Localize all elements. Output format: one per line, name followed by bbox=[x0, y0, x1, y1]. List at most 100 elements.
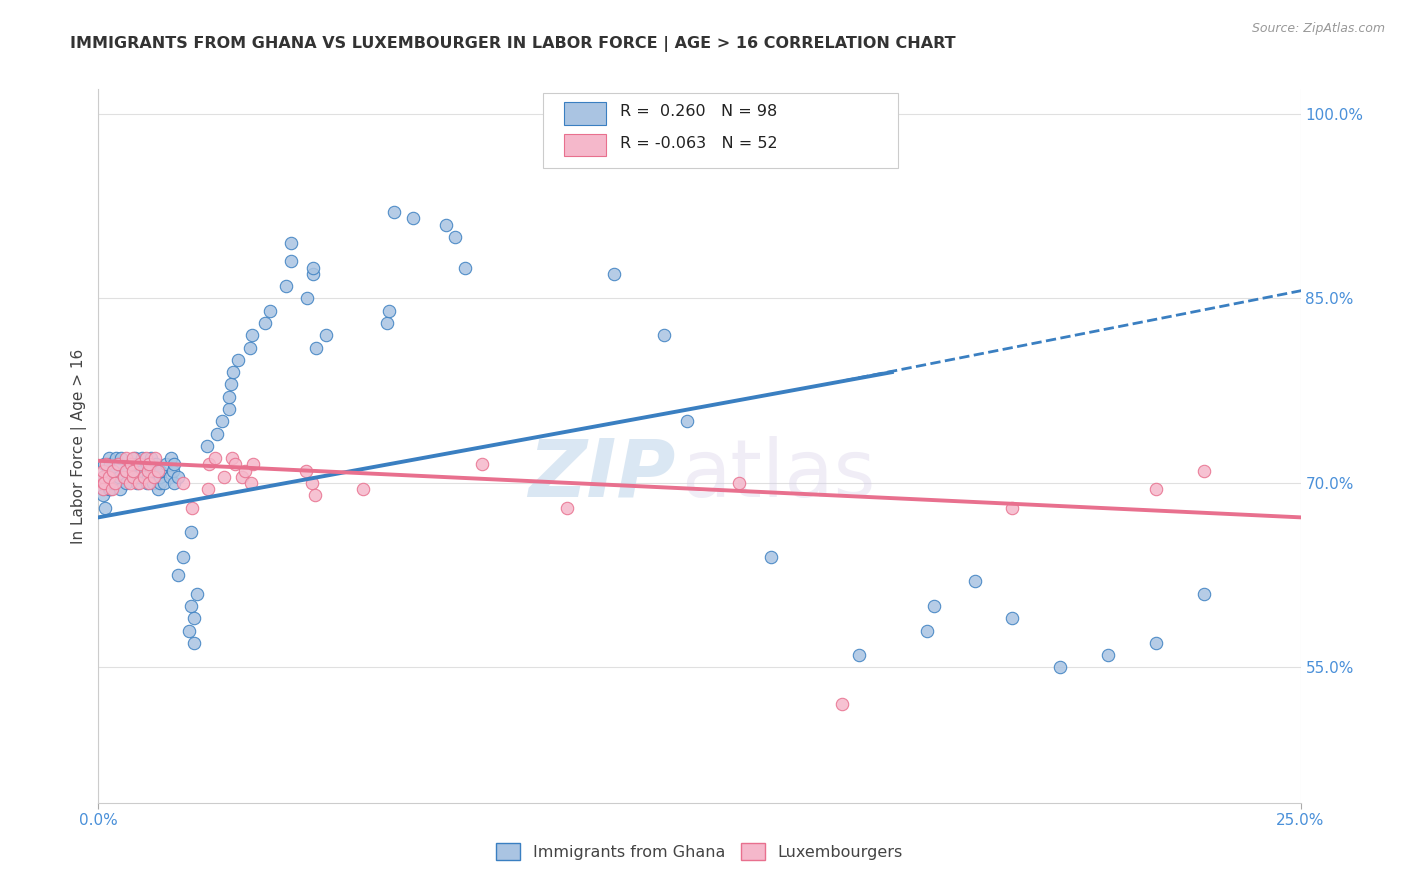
Point bbox=[97, 464, 120, 478]
Point bbox=[242, 458, 264, 472]
Point bbox=[280, 235, 302, 250]
Point bbox=[253, 316, 276, 330]
Point bbox=[915, 624, 938, 638]
Point bbox=[146, 464, 169, 478]
Point bbox=[139, 464, 162, 478]
Point bbox=[239, 475, 262, 490]
Point bbox=[136, 469, 159, 483]
Point bbox=[231, 469, 253, 483]
Point bbox=[177, 624, 200, 638]
Point bbox=[676, 414, 699, 428]
Point bbox=[149, 464, 172, 478]
Point bbox=[143, 451, 166, 466]
Point bbox=[212, 469, 235, 483]
Point bbox=[963, 574, 986, 589]
Text: R =  0.260   N = 98: R = 0.260 N = 98 bbox=[620, 104, 778, 120]
Point bbox=[183, 611, 205, 625]
Point bbox=[97, 469, 120, 483]
Point bbox=[183, 636, 205, 650]
Point bbox=[1194, 587, 1216, 601]
Text: R = -0.063   N = 52: R = -0.063 N = 52 bbox=[620, 136, 778, 151]
Point bbox=[96, 475, 118, 490]
Point bbox=[131, 464, 153, 478]
Point bbox=[434, 218, 457, 232]
Point bbox=[218, 390, 240, 404]
Point bbox=[297, 291, 319, 305]
Point bbox=[198, 458, 221, 472]
Point bbox=[104, 451, 127, 466]
Point bbox=[304, 488, 326, 502]
Point bbox=[180, 599, 202, 613]
Point bbox=[91, 464, 114, 478]
Point bbox=[91, 482, 114, 496]
Point bbox=[152, 475, 174, 490]
Point bbox=[127, 458, 149, 472]
Point bbox=[226, 352, 249, 367]
Point bbox=[122, 464, 145, 478]
Point bbox=[104, 475, 127, 490]
Point bbox=[127, 475, 149, 490]
Point bbox=[1144, 482, 1167, 496]
Point bbox=[98, 469, 121, 483]
Point bbox=[1097, 648, 1119, 662]
Point bbox=[922, 599, 945, 613]
Point bbox=[167, 469, 190, 483]
Point bbox=[110, 482, 132, 496]
Point bbox=[454, 260, 477, 275]
Point bbox=[402, 211, 425, 226]
Point bbox=[122, 451, 145, 466]
Point bbox=[848, 648, 870, 662]
Text: Source: ZipAtlas.com: Source: ZipAtlas.com bbox=[1251, 22, 1385, 36]
Text: ZIP: ZIP bbox=[529, 435, 675, 514]
Point bbox=[295, 464, 318, 478]
Point bbox=[728, 475, 751, 490]
Point bbox=[121, 458, 143, 472]
Point bbox=[124, 464, 146, 478]
Point bbox=[127, 469, 149, 483]
Point bbox=[91, 475, 114, 490]
Point bbox=[134, 469, 156, 483]
Point bbox=[382, 205, 405, 219]
Point bbox=[186, 587, 208, 601]
Point bbox=[155, 458, 177, 472]
Point bbox=[603, 267, 626, 281]
Point bbox=[138, 475, 160, 490]
Point bbox=[100, 475, 122, 490]
Point bbox=[112, 469, 135, 483]
Point bbox=[128, 475, 150, 490]
Point bbox=[91, 475, 114, 490]
Point bbox=[122, 469, 145, 483]
Point bbox=[115, 475, 138, 490]
Point bbox=[94, 458, 117, 472]
Point bbox=[91, 469, 114, 483]
Point bbox=[352, 482, 374, 496]
Point bbox=[103, 464, 125, 478]
Y-axis label: In Labor Force | Age > 16: In Labor Force | Age > 16 bbox=[72, 349, 87, 543]
Point bbox=[101, 482, 124, 496]
Point bbox=[239, 341, 262, 355]
Point bbox=[557, 500, 579, 515]
Point bbox=[115, 464, 138, 478]
Point bbox=[222, 365, 245, 379]
Point bbox=[135, 458, 157, 472]
Point bbox=[197, 482, 219, 496]
Point bbox=[443, 230, 465, 244]
Point bbox=[1049, 660, 1071, 674]
Point bbox=[759, 549, 782, 564]
Point bbox=[162, 475, 184, 490]
Point bbox=[131, 451, 153, 466]
Point bbox=[138, 458, 160, 472]
Point bbox=[305, 341, 328, 355]
Point bbox=[101, 464, 124, 478]
Point bbox=[98, 482, 121, 496]
Point bbox=[167, 568, 190, 582]
Text: IMMIGRANTS FROM GHANA VS LUXEMBOURGER IN LABOR FORCE | AGE > 16 CORRELATION CHAR: IMMIGRANTS FROM GHANA VS LUXEMBOURGER IN… bbox=[70, 36, 956, 52]
Point bbox=[378, 303, 401, 318]
Point bbox=[159, 469, 181, 483]
Point bbox=[302, 260, 325, 275]
Point bbox=[142, 475, 165, 490]
Point bbox=[1001, 611, 1024, 625]
Point bbox=[162, 464, 184, 478]
Point bbox=[93, 458, 115, 472]
Point bbox=[91, 469, 114, 483]
